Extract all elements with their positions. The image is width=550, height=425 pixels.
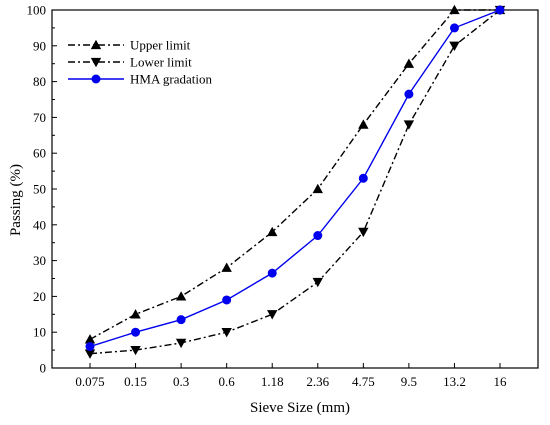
y-tick-label: 50 <box>33 182 46 197</box>
x-tick-label: 4.75 <box>352 374 375 389</box>
axes: 0 10 20 30 40 50 60 70 80 90 100 0.075 0.15 0.3 0.6 1.1… <box>27 3 539 389</box>
plot-frame <box>51 9 539 369</box>
y-tick-label: 60 <box>33 146 46 161</box>
series-line <box>89 9 501 348</box>
data-point <box>267 310 278 320</box>
data-point <box>404 89 414 99</box>
data-point <box>313 231 323 241</box>
legend: Upper limit Lower limit HMA gradation <box>68 38 212 87</box>
x-axis-label: Sieve Size (mm) <box>250 400 350 416</box>
data-point <box>267 268 277 278</box>
x-tick-label: 2.36 <box>306 374 329 389</box>
data-point <box>403 120 415 130</box>
data-point <box>84 334 96 344</box>
data-point <box>175 291 187 301</box>
y-tick-label: 20 <box>33 289 46 304</box>
y-tick-label: 10 <box>33 325 46 340</box>
data-point <box>221 262 232 272</box>
y-tick-label: 90 <box>33 38 46 53</box>
legend-entry: HMA gradation <box>68 72 212 87</box>
data-point <box>449 23 459 33</box>
series-line <box>89 9 500 340</box>
x-tick-label: 1.18 <box>261 374 284 389</box>
legend-entry: Upper limit <box>68 38 191 53</box>
y-tick-label: 70 <box>33 110 46 125</box>
data-point <box>175 338 187 349</box>
x-tick-label: 13.2 <box>443 374 466 389</box>
legend-label: HMA gradation <box>130 72 212 87</box>
data-point <box>358 119 369 129</box>
data-point <box>130 345 141 356</box>
data-point <box>358 173 368 183</box>
legend-label: Upper limit <box>130 38 191 53</box>
legend-entry: Lower limit <box>68 55 192 70</box>
legend-marker <box>90 39 102 50</box>
y-axis-label: Passing (%) <box>8 164 24 236</box>
x-tick-label: 0.075 <box>75 374 104 389</box>
y-tick-label: 30 <box>33 253 46 268</box>
data-point <box>130 309 141 319</box>
data-point <box>84 349 96 359</box>
series-line <box>89 9 501 355</box>
x-tick-label: 9.5 <box>401 374 417 389</box>
data-point <box>221 328 232 338</box>
x-tick-label: 0.15 <box>124 374 147 389</box>
data-point <box>222 295 232 305</box>
legend-marker <box>90 57 102 68</box>
legend-marker <box>91 74 101 84</box>
data-point <box>449 4 460 15</box>
data-point <box>131 327 141 337</box>
data-point <box>403 58 415 68</box>
data-point <box>176 315 186 325</box>
y-tick-label: 40 <box>33 217 46 232</box>
data-point <box>358 227 369 238</box>
series-layer <box>84 4 506 359</box>
data-point <box>85 342 95 352</box>
data-point <box>312 183 323 194</box>
y-tick-label: 100 <box>27 3 47 18</box>
data-point <box>312 277 323 288</box>
data-point <box>449 41 460 51</box>
series-2 <box>85 5 505 352</box>
data-point <box>495 5 505 15</box>
x-tick-label: 0.6 <box>219 374 236 389</box>
y-tick-label: 0 <box>40 361 47 376</box>
legend-label: Lower limit <box>130 55 192 70</box>
y-tick-label: 80 <box>33 74 46 89</box>
data-point <box>267 226 278 237</box>
x-tick-label: 16 <box>494 374 508 389</box>
x-tick-label: 0.3 <box>173 374 189 389</box>
